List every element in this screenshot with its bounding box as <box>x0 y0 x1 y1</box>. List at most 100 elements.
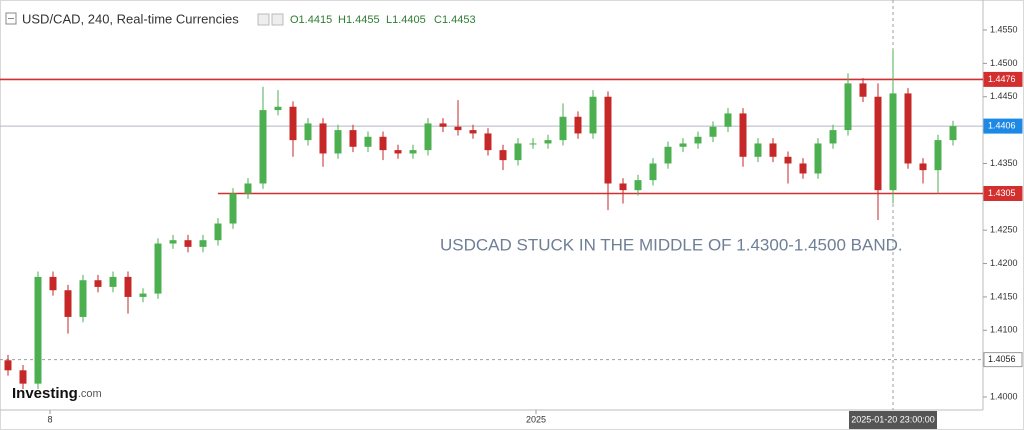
candle-body <box>274 106 282 111</box>
candle-body <box>334 130 342 154</box>
candle-body <box>454 126 462 131</box>
ohlc-value: C1.4453 <box>434 14 476 26</box>
candle-body <box>19 370 27 384</box>
price-level-label: 1.4406 <box>988 120 1016 130</box>
candle-body <box>199 240 207 247</box>
candle-body <box>934 140 942 171</box>
candle-body <box>529 143 537 145</box>
candle-body <box>754 143 762 157</box>
x-tick-label: 8 <box>47 414 52 424</box>
candle-body <box>949 126 957 141</box>
price-level-label: 1.4476 <box>988 74 1016 84</box>
candle-body <box>49 276 57 291</box>
candle-body <box>679 143 687 147</box>
candle-body <box>409 150 417 154</box>
candle-body <box>514 143 522 161</box>
logo-name: Investing <box>12 385 78 402</box>
candle-body <box>889 93 897 191</box>
candle-body <box>229 193 237 224</box>
price-level-box <box>983 118 1023 134</box>
candle-body <box>139 293 147 297</box>
candle-body <box>739 113 747 157</box>
menu-icon[interactable] <box>5 12 17 25</box>
price-level-box <box>983 352 1023 368</box>
candle-body <box>859 83 867 97</box>
y-tick-label: 1.4150 <box>990 291 1018 301</box>
candle-body <box>469 130 477 134</box>
candle-body <box>664 146 672 164</box>
candle-body <box>319 123 327 154</box>
ohlc-value: L1.4405 <box>386 14 426 26</box>
candle-body <box>214 223 222 241</box>
candle-body <box>589 96 597 134</box>
x-tick-label: 2025 <box>526 414 546 424</box>
candle-body <box>184 240 192 247</box>
candle-body <box>814 143 822 174</box>
candle-body <box>349 130 357 147</box>
candle-body <box>574 116 582 134</box>
candle-body <box>394 150 402 154</box>
y-tick-label: 1.4500 <box>990 58 1018 68</box>
y-tick-label: 1.4100 <box>990 325 1018 335</box>
chart-title: USD/CAD, 240, Real-time Currencies <box>22 11 239 26</box>
ohlc-value: O1.4415 <box>290 14 332 26</box>
candle-body <box>34 276 42 384</box>
crosshair-label: 2025-01-20 23:00:00 <box>851 414 935 424</box>
annotation: USDCAD STUCK IN THE MIDDLE OF 1.4300-1.4… <box>440 235 903 254</box>
price-level-box <box>983 185 1023 201</box>
candle-body <box>304 123 312 141</box>
price-level-box <box>983 71 1023 87</box>
candle-body <box>559 116 567 141</box>
ohlc-value: H1.4455 <box>338 14 380 26</box>
candle-body <box>259 110 267 184</box>
candle-body <box>124 276 132 297</box>
settings-icon[interactable] <box>271 13 284 26</box>
settings-icon[interactable] <box>257 13 270 26</box>
y-tick-label: 1.4250 <box>990 225 1018 235</box>
candle-body <box>874 96 882 191</box>
candle-body <box>289 106 297 141</box>
ohlc-values: O1.4415 H1.4455 L1.4405 C1.4453 <box>290 14 476 26</box>
candle-body <box>484 133 492 151</box>
candle-body <box>799 163 807 174</box>
y-tick-label: 1.4550 <box>990 24 1018 34</box>
candle-body <box>169 240 177 244</box>
y-tick-label: 1.4350 <box>990 158 1018 168</box>
candle-body <box>844 83 852 131</box>
candle-body <box>379 136 387 151</box>
candle-body <box>79 280 87 317</box>
candle-body <box>904 93 912 164</box>
candle-body <box>604 96 612 184</box>
candle-body <box>424 123 432 151</box>
logo-suffix: .com <box>78 388 102 400</box>
candle-body <box>244 183 252 194</box>
crosshair-box <box>849 411 937 429</box>
candle-body <box>694 136 702 144</box>
y-tick-label: 1.4000 <box>990 391 1018 401</box>
candle-body <box>829 130 837 144</box>
candle-body <box>109 276 117 287</box>
candle-body <box>154 243 162 294</box>
y-tick-label: 1.4200 <box>990 258 1018 268</box>
candle-body <box>769 143 777 157</box>
candle-body <box>724 113 732 127</box>
candle-body <box>64 290 72 317</box>
candle-body <box>544 140 552 144</box>
candle-body <box>4 360 12 371</box>
candle-body <box>784 156 792 164</box>
y-tick-label: 1.4450 <box>990 91 1018 101</box>
axes: 1.40001.40501.41001.41501.42001.42501.43… <box>47 24 1023 429</box>
logo: Investing.com <box>12 385 102 402</box>
candle-body <box>634 180 642 191</box>
candle-body <box>94 280 102 287</box>
price-level-label: 1.4056 <box>988 354 1016 364</box>
candle-body <box>619 183 627 191</box>
candle-body <box>709 126 717 137</box>
price-level-label: 1.4305 <box>988 188 1016 198</box>
candle-body <box>649 163 657 181</box>
candle-body <box>919 163 927 171</box>
candles <box>4 50 957 389</box>
candle-body <box>499 150 507 161</box>
